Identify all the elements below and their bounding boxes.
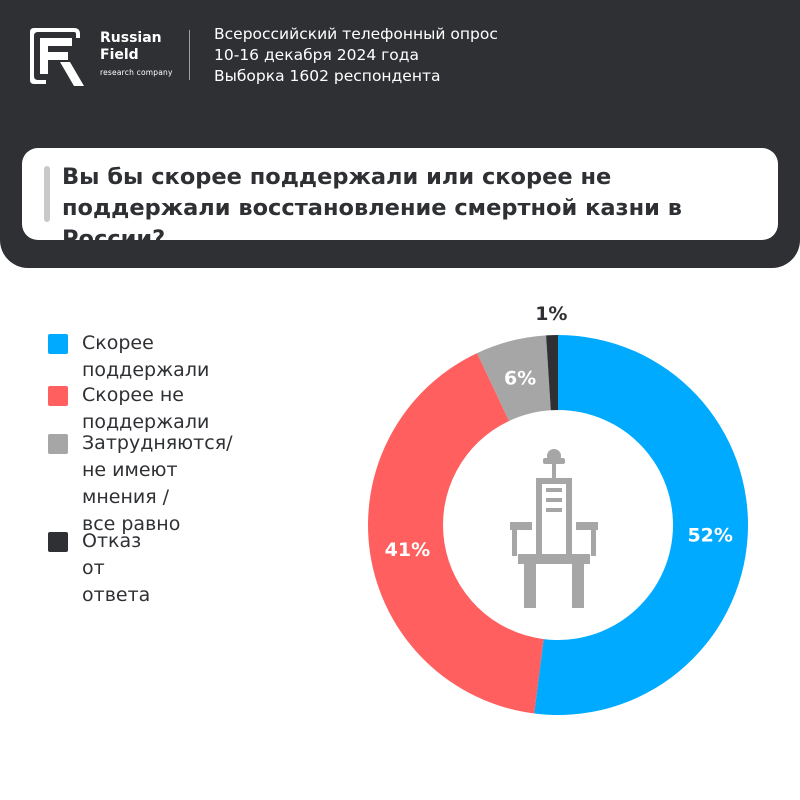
- donut-percent-labels: 52% 41% 6% 1%: [385, 303, 733, 561]
- survey-info-line3: Выборка 1602 респондента: [214, 67, 441, 85]
- survey-info: Всероссийский телефонный опрос 10-16 дек…: [214, 24, 498, 87]
- russian-field-logo-icon: [30, 28, 84, 86]
- header-divider: [189, 30, 190, 80]
- legend-label-oppose: Скорее не поддержали: [82, 384, 210, 433]
- donut-slices: [367, 335, 748, 715]
- donut-chart: 52% 41% 6% 1%: [367, 303, 748, 715]
- legend-swatch-undecided: [48, 434, 68, 454]
- brand-tagline: research company: [100, 68, 173, 77]
- brand-name: Russian Field: [100, 30, 162, 64]
- donut-label-support: 52%: [687, 525, 732, 547]
- question-card: Вы бы скорее поддержали или скорее не по…: [22, 148, 778, 252]
- brand-name-line1: Russian: [100, 30, 162, 46]
- legend-swatch-support: [48, 334, 68, 354]
- donut-slice-support: [534, 335, 748, 715]
- brand-name-line2: Field: [100, 47, 139, 63]
- question-accent-bar: [44, 166, 50, 222]
- legend-swatch-oppose: [48, 386, 68, 406]
- donut-label-oppose: 41%: [385, 539, 430, 561]
- survey-info-line1: Всероссийский телефонный опрос: [214, 25, 498, 43]
- donut-slice-undecided: [477, 335, 551, 421]
- donut-label-refused: 1%: [535, 303, 567, 325]
- legend-label-support: Скорее поддержали: [82, 332, 210, 381]
- electric-chair-icon: [510, 449, 598, 608]
- survey-info-line2: 10-16 декабря 2024 года: [214, 46, 419, 64]
- donut-label-undecided: 6%: [504, 367, 536, 389]
- legend-label-refused: Отказ от ответа: [82, 530, 151, 606]
- legend-label-undecided: Затрудняются/ не имеют мнения / все равн…: [82, 432, 233, 535]
- header-panel: Russian Field research company Всероссий…: [0, 0, 800, 268]
- question-text: Вы бы скорее поддержали или скорее не по…: [62, 164, 682, 252]
- donut-slice-refused: [546, 335, 558, 411]
- donut-slice-oppose: [367, 353, 544, 714]
- legend-swatch-refused: [48, 532, 68, 552]
